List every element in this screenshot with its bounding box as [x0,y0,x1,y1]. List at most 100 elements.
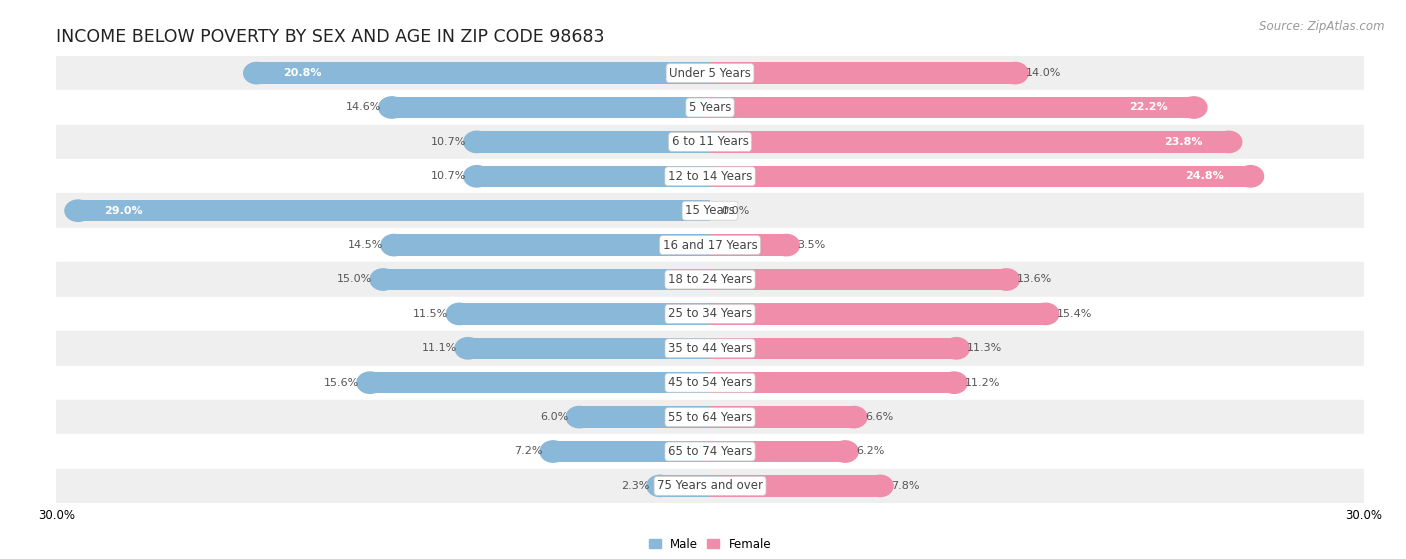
Bar [710,269,1007,290]
Text: 7.2%: 7.2% [513,447,543,457]
Text: 18 to 24 Years: 18 to 24 Years [668,273,752,286]
Text: 3.5%: 3.5% [797,240,825,250]
Text: 11.5%: 11.5% [413,309,449,319]
Bar [579,406,710,428]
Bar [468,338,710,359]
Ellipse shape [1181,97,1206,118]
Bar [56,228,1364,262]
Text: 6.2%: 6.2% [856,447,884,457]
Bar [56,56,1364,91]
Bar [710,303,1046,325]
Text: 45 to 54 Years: 45 to 54 Years [668,376,752,389]
Ellipse shape [378,97,405,118]
Bar [394,234,710,256]
Ellipse shape [993,269,1019,290]
Bar [382,269,710,290]
Bar [710,441,845,462]
Text: 15.6%: 15.6% [323,378,359,388]
Ellipse shape [868,475,893,496]
Ellipse shape [243,63,270,84]
Ellipse shape [647,475,673,496]
Ellipse shape [456,338,481,359]
Text: Under 5 Years: Under 5 Years [669,67,751,79]
Text: 35 to 44 Years: 35 to 44 Years [668,342,752,355]
Text: 10.7%: 10.7% [430,171,465,181]
Bar [710,131,1229,153]
Text: 20.8%: 20.8% [283,68,322,78]
Ellipse shape [567,406,592,428]
Bar [710,97,1194,118]
Text: 55 to 64 Years: 55 to 64 Years [668,411,752,424]
Ellipse shape [370,269,396,290]
Ellipse shape [381,234,408,256]
Text: 15 Years: 15 Years [685,204,735,217]
Text: 12 to 14 Years: 12 to 14 Years [668,170,752,183]
Bar [370,372,710,394]
Text: 11.2%: 11.2% [965,378,1001,388]
Bar [56,468,1364,503]
Text: 25 to 34 Years: 25 to 34 Years [668,307,752,320]
Text: 29.0%: 29.0% [104,206,143,216]
Bar [710,475,880,496]
Text: 65 to 74 Years: 65 to 74 Years [668,445,752,458]
Ellipse shape [841,406,868,428]
Bar [79,200,710,221]
Text: 24.8%: 24.8% [1185,171,1225,181]
Ellipse shape [1237,165,1264,187]
Text: Source: ZipAtlas.com: Source: ZipAtlas.com [1260,20,1385,32]
Legend: Male, Female: Male, Female [644,533,776,555]
Ellipse shape [941,372,967,394]
Bar [460,303,710,325]
Bar [392,97,710,118]
Ellipse shape [464,165,489,187]
Ellipse shape [357,372,382,394]
Ellipse shape [540,441,567,462]
Text: 11.1%: 11.1% [422,343,457,353]
Ellipse shape [832,441,858,462]
Text: 75 Years and over: 75 Years and over [657,480,763,492]
Bar [477,165,710,187]
Ellipse shape [1216,131,1241,153]
Text: 6.0%: 6.0% [540,412,568,422]
Bar [257,63,710,84]
Bar [56,159,1364,193]
Ellipse shape [1032,303,1059,325]
Text: 23.8%: 23.8% [1164,137,1202,147]
Text: 14.6%: 14.6% [346,102,381,112]
Bar [477,131,710,153]
Bar [56,193,1364,228]
Ellipse shape [464,131,489,153]
Bar [710,372,955,394]
Bar [659,475,710,496]
Text: 2.3%: 2.3% [620,481,650,491]
Text: INCOME BELOW POVERTY BY SEX AND AGE IN ZIP CODE 98683: INCOME BELOW POVERTY BY SEX AND AGE IN Z… [56,28,605,46]
Ellipse shape [943,338,969,359]
Text: 13.6%: 13.6% [1018,274,1053,285]
Text: 15.0%: 15.0% [337,274,373,285]
Ellipse shape [65,200,91,221]
Bar [710,165,1250,187]
Bar [56,125,1364,159]
Text: 14.5%: 14.5% [347,240,382,250]
Bar [710,338,956,359]
Text: 0.0%: 0.0% [721,206,749,216]
Text: 5 Years: 5 Years [689,101,731,114]
Text: 6.6%: 6.6% [865,412,893,422]
Bar [710,406,853,428]
Bar [56,91,1364,125]
Bar [56,366,1364,400]
Bar [56,400,1364,434]
Text: 14.0%: 14.0% [1026,68,1062,78]
Text: 6 to 11 Years: 6 to 11 Years [672,135,748,148]
Text: 10.7%: 10.7% [430,137,465,147]
Bar [710,63,1015,84]
Text: 11.3%: 11.3% [967,343,1002,353]
Bar [56,434,1364,468]
Text: 15.4%: 15.4% [1056,309,1092,319]
Ellipse shape [1002,63,1028,84]
Ellipse shape [446,303,472,325]
Ellipse shape [773,234,800,256]
Bar [56,331,1364,366]
Bar [56,262,1364,297]
Text: 22.2%: 22.2% [1129,102,1167,112]
